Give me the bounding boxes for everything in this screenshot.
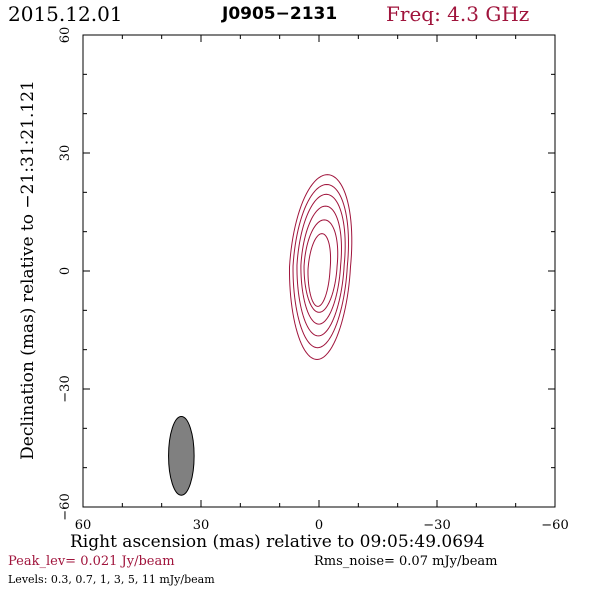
y-tick-label: 30	[58, 145, 73, 162]
contour-levels: Levels: 0.3, 0.7, 1, 3, 5, 11 mJy/beam	[8, 573, 215, 586]
y-tick-label: −60	[58, 493, 73, 520]
y-axis-label: Declination (mas) relative to −21:31:21.…	[18, 80, 38, 460]
source-name: J0905−2131	[222, 4, 338, 24]
tick-layer	[82, 34, 556, 508]
plot-frame	[82, 34, 556, 508]
x-tick-label: 0	[315, 518, 323, 533]
contour-level-0	[288, 174, 353, 361]
observation-date: 2015.12.01	[8, 2, 123, 26]
x-tick-label: −60	[541, 518, 568, 533]
x-axis-label: Right ascension (mas) relative to 09:05:…	[70, 532, 485, 552]
x-tick-label: 30	[193, 518, 210, 533]
rms-noise: Rms_noise= 0.07 mJy/beam	[314, 554, 498, 569]
x-tick-label: 60	[75, 518, 92, 533]
contour-level-1	[292, 183, 349, 349]
beam-ellipse	[168, 416, 195, 496]
contour-level-3	[300, 205, 342, 325]
contour-level-5	[307, 233, 332, 307]
frequency-label: Freq: 4.3 GHz	[386, 2, 530, 26]
contour-layer	[288, 174, 353, 361]
x-tick-label: −30	[423, 518, 450, 533]
contour-level-2	[296, 193, 346, 337]
peak-level: Peak_lev= 0.021 Jy/beam	[8, 554, 175, 569]
y-tick-label: −30	[58, 375, 73, 402]
y-tick-label: 0	[58, 267, 73, 275]
beam-layer	[168, 416, 195, 496]
y-tick-label: 60	[58, 27, 73, 44]
contour-level-4	[303, 219, 339, 313]
tick-label-layer: 60 30 0 −30 −60 −60 −30 0 30 60	[58, 27, 569, 533]
